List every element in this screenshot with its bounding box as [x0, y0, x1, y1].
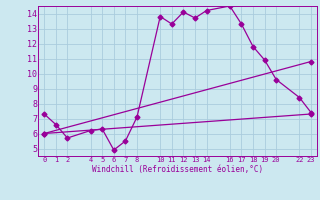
X-axis label: Windchill (Refroidissement éolien,°C): Windchill (Refroidissement éolien,°C) — [92, 165, 263, 174]
